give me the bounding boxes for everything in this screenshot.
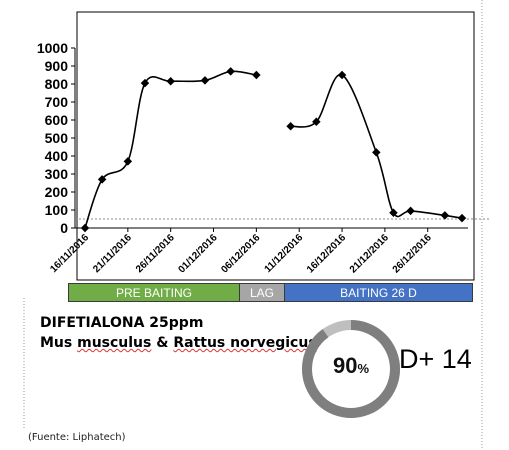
y-tick-label: 700	[45, 94, 69, 110]
data-point	[337, 70, 347, 80]
x-tick-label: 01/12/2016	[176, 232, 219, 275]
y-tick-label: 500	[45, 130, 69, 146]
donut-chart	[302, 320, 400, 418]
phase-lag: LAG	[239, 283, 285, 302]
product-name: DIFETIALONA 25ppm	[40, 315, 204, 331]
data-point	[252, 70, 261, 80]
data-point	[226, 67, 235, 76]
y-tick-label: 0	[60, 220, 68, 236]
data-point	[389, 208, 398, 217]
species-rattus: Rattus norvegicus	[173, 335, 317, 351]
y-tick-label: 800	[45, 76, 69, 92]
data-point	[80, 223, 90, 233]
data-point	[457, 213, 467, 223]
species-genus-mus: Mus	[40, 335, 73, 351]
x-tick-label: 16/11/2016	[48, 232, 91, 275]
y-tick-label: 1000	[37, 40, 68, 56]
data-point	[166, 77, 175, 86]
x-tick-label: 21/12/2016	[348, 232, 391, 275]
donut-percent-symbol: %	[357, 361, 370, 376]
y-tick-label: 300	[45, 166, 69, 182]
data-point	[372, 148, 381, 157]
x-tick-label: 26/11/2016	[134, 232, 177, 275]
y-tick-label: 400	[45, 148, 69, 164]
data-point	[440, 211, 450, 220]
phase-pre-baiting: PRE BAITING	[68, 283, 240, 302]
data-point	[286, 122, 295, 131]
x-tick-label: 11/12/2016	[263, 232, 306, 275]
series-line	[290, 74, 463, 219]
data-point	[123, 157, 133, 166]
donut-value: 90	[332, 353, 358, 378]
species-line: Mus musculus & Rattus norvegicus	[40, 335, 317, 351]
phase-baiting: BAITING 26 D	[284, 283, 473, 302]
x-tick-label: 26/12/2016	[391, 232, 434, 275]
data-point	[200, 76, 210, 85]
source-caption: (Fuente: Liphatech)	[28, 432, 126, 443]
y-tick-label: 900	[45, 58, 69, 74]
donut-arc	[302, 320, 400, 418]
species-amp: &	[156, 335, 169, 351]
data-point	[312, 117, 321, 127]
y-tick-label: 200	[45, 184, 69, 200]
x-tick-label: 16/12/2016	[305, 232, 348, 275]
y-tick-label: 600	[45, 112, 69, 128]
plot-layer: 0 100 200 300 400 500 600 700 800 900 1000 16/11/20…	[37, 40, 490, 276]
y-tick-label: 100	[45, 202, 69, 218]
data-point	[406, 206, 415, 216]
dose-label: D+ 14	[399, 344, 472, 374]
donut-label: 90%	[324, 353, 378, 379]
data-point	[140, 78, 150, 88]
series-line	[84, 70, 257, 229]
data-point	[97, 175, 107, 184]
x-tick-label: 06/12/2016	[219, 232, 262, 275]
species-musculus: musculus	[77, 335, 152, 351]
chart-frame	[76, 11, 475, 281]
x-tick-label: 21/11/2016	[91, 232, 134, 275]
